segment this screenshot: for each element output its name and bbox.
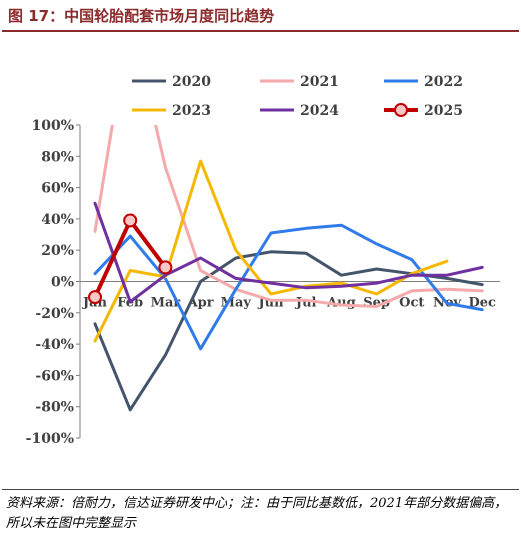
y-tick-label: -100% <box>26 431 74 447</box>
x-tick-label: Jul <box>295 296 317 311</box>
series-line-2023 <box>93 159 449 343</box>
series-point-2025 <box>88 290 102 305</box>
legend-marker-2025 <box>394 103 408 117</box>
y-tick-label: 20% <box>41 243 74 259</box>
y-tick-label: 100% <box>31 118 74 134</box>
figure-header: 图 17：中国轮胎配套市场月度同比趋势 <box>2 2 519 32</box>
legend-label-2024: 2024 <box>300 103 339 119</box>
series-line-2022 <box>93 223 484 351</box>
x-tick-label: Dec <box>468 296 496 311</box>
footer-divider <box>2 489 519 490</box>
y-tick-label: 40% <box>41 212 74 228</box>
figure-title: 图 17：中国轮胎配套市场月度同比趋势 <box>8 7 275 25</box>
y-tick-label: 60% <box>41 181 74 197</box>
y-tick-label: 80% <box>41 149 74 165</box>
y-tick-label: -80% <box>35 400 74 416</box>
chart: 100% 80% 60% 40% 20% 0% -20% -40% -60% -80% -100% J… <box>26 74 500 447</box>
legend-label-2020: 2020 <box>172 74 211 90</box>
y-tick-label: -20% <box>35 306 74 322</box>
source-note: 资料来源：倍耐力，信达证券研发中心；注：由于同比基数低，2021年部分数据偏高，… <box>6 496 508 531</box>
legend-label-2023: 2023 <box>172 103 211 119</box>
x-tick-label: Mar <box>151 296 181 311</box>
y-tick-label: -60% <box>35 368 74 384</box>
series-point-2025 <box>158 260 173 275</box>
series-line-2024 <box>93 201 484 304</box>
x-tick-label: Oct <box>399 296 424 311</box>
legend-label-2021: 2021 <box>300 74 339 90</box>
series-line-2021 <box>93 125 484 308</box>
legend-label-2022: 2022 <box>424 74 463 90</box>
y-tick-label: -40% <box>35 337 74 353</box>
y-tick-label: 0% <box>51 275 74 291</box>
series-point-2025 <box>123 213 138 228</box>
legend-label-2025: 2025 <box>424 103 463 119</box>
